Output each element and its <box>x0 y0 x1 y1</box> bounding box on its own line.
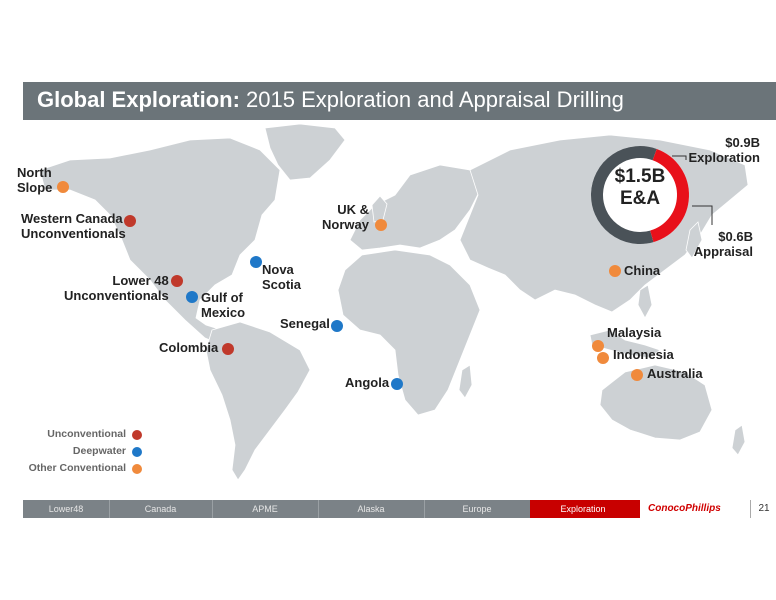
dot-north-slope <box>57 181 69 193</box>
tab-alaska[interactable]: Alaska <box>318 500 425 518</box>
logo-area: ConocoPhillips <box>640 500 750 518</box>
tab-apme[interactable]: APME <box>212 500 319 518</box>
dot-gulf-of-mexico <box>186 291 198 303</box>
label-gulf-of-mexico: Gulf of Mexico <box>201 290 246 320</box>
label-australia: Australia <box>647 366 703 381</box>
dot-china <box>609 265 621 277</box>
label-angola: Angola <box>345 375 390 390</box>
dot-senegal <box>331 320 343 332</box>
donut-total-sub: E&A <box>619 188 661 209</box>
exploration-label: Exploration <box>688 150 760 165</box>
page-title: Global Exploration: 2015 Exploration and… <box>37 87 624 113</box>
tab-canada[interactable]: Canada <box>109 500 213 518</box>
new-zealand-shape <box>731 424 746 456</box>
appraisal-callout: $0.6B Appraisal <box>688 229 753 259</box>
legend-other-conventional-label: Other Conventional <box>28 462 126 474</box>
tab-europe[interactable]: Europe <box>424 500 531 518</box>
tab-lower48[interactable]: Lower48 <box>23 500 110 518</box>
madagascar-shape <box>458 364 473 399</box>
title-bold: Global Exploration: <box>37 87 240 112</box>
legend-unconventional-label: Unconventional <box>47 428 126 440</box>
dot-uk-norway <box>375 219 387 231</box>
donut-background <box>591 146 689 244</box>
title-bar: Global Exploration: 2015 Exploration and… <box>23 82 776 120</box>
legend-deepwater-dot <box>132 447 142 457</box>
exploration-callout-line <box>672 155 687 160</box>
dot-lower48 <box>171 275 183 287</box>
label-indonesia: Indonesia <box>613 347 674 362</box>
appraisal-label: Appraisal <box>693 244 753 259</box>
exploration-value: $0.9B <box>725 135 760 150</box>
label-china: China <box>624 263 661 278</box>
donut-segment-appraisal <box>649 148 689 243</box>
label-malaysia: Malaysia <box>607 325 662 340</box>
north-america-shape <box>39 137 281 346</box>
philippines-shape <box>637 284 653 319</box>
bottom-nav: Lower48 Canada APME Alaska Europe Explor… <box>23 500 776 518</box>
label-north-slope: North Slope <box>17 165 53 195</box>
label-western-canada: Western Canada Unconventionals <box>21 211 126 241</box>
dot-nova-scotia <box>250 256 262 268</box>
label-uk-norway: UK & Norway <box>322 202 369 232</box>
ea-donut-chart <box>591 146 689 244</box>
legend-deepwater-label: Deepwater <box>72 445 126 457</box>
label-lower48: Lower 48 Unconventionals <box>64 273 169 303</box>
dot-western-canada <box>124 215 136 227</box>
donut-center-text: $1.5B E&A <box>601 166 679 210</box>
donut-segment-exploration <box>591 146 657 244</box>
dot-australia <box>631 369 643 381</box>
appraisal-value: $0.6B <box>718 229 753 244</box>
label-colombia: Colombia <box>159 340 219 355</box>
donut-total: $1.5B <box>614 166 666 187</box>
japan-shape <box>685 221 703 259</box>
dot-indonesia <box>597 352 609 364</box>
label-senegal: Senegal <box>280 316 330 331</box>
south-america-shape <box>205 321 311 481</box>
appraisal-callout-line <box>692 205 713 225</box>
page-number: 21 <box>750 500 776 518</box>
greenland-shape <box>264 123 346 181</box>
tab-exploration[interactable]: Exploration <box>530 500 637 518</box>
uk-shape <box>371 195 388 223</box>
legend-unconventional-dot <box>132 430 142 440</box>
legend-other-conventional-dot <box>132 464 142 474</box>
dot-angola <box>391 378 403 390</box>
label-nova-scotia: Nova Scotia <box>262 262 302 292</box>
australia-shape <box>599 364 713 441</box>
title-rest: 2015 Exploration and Appraisal Drilling <box>239 87 624 112</box>
dot-colombia <box>222 343 234 355</box>
africa-shape <box>337 249 481 416</box>
conocophillips-logo: ConocoPhillips <box>648 503 721 514</box>
exploration-callout: $0.9B Exploration <box>686 135 760 165</box>
dot-malaysia <box>592 340 604 352</box>
